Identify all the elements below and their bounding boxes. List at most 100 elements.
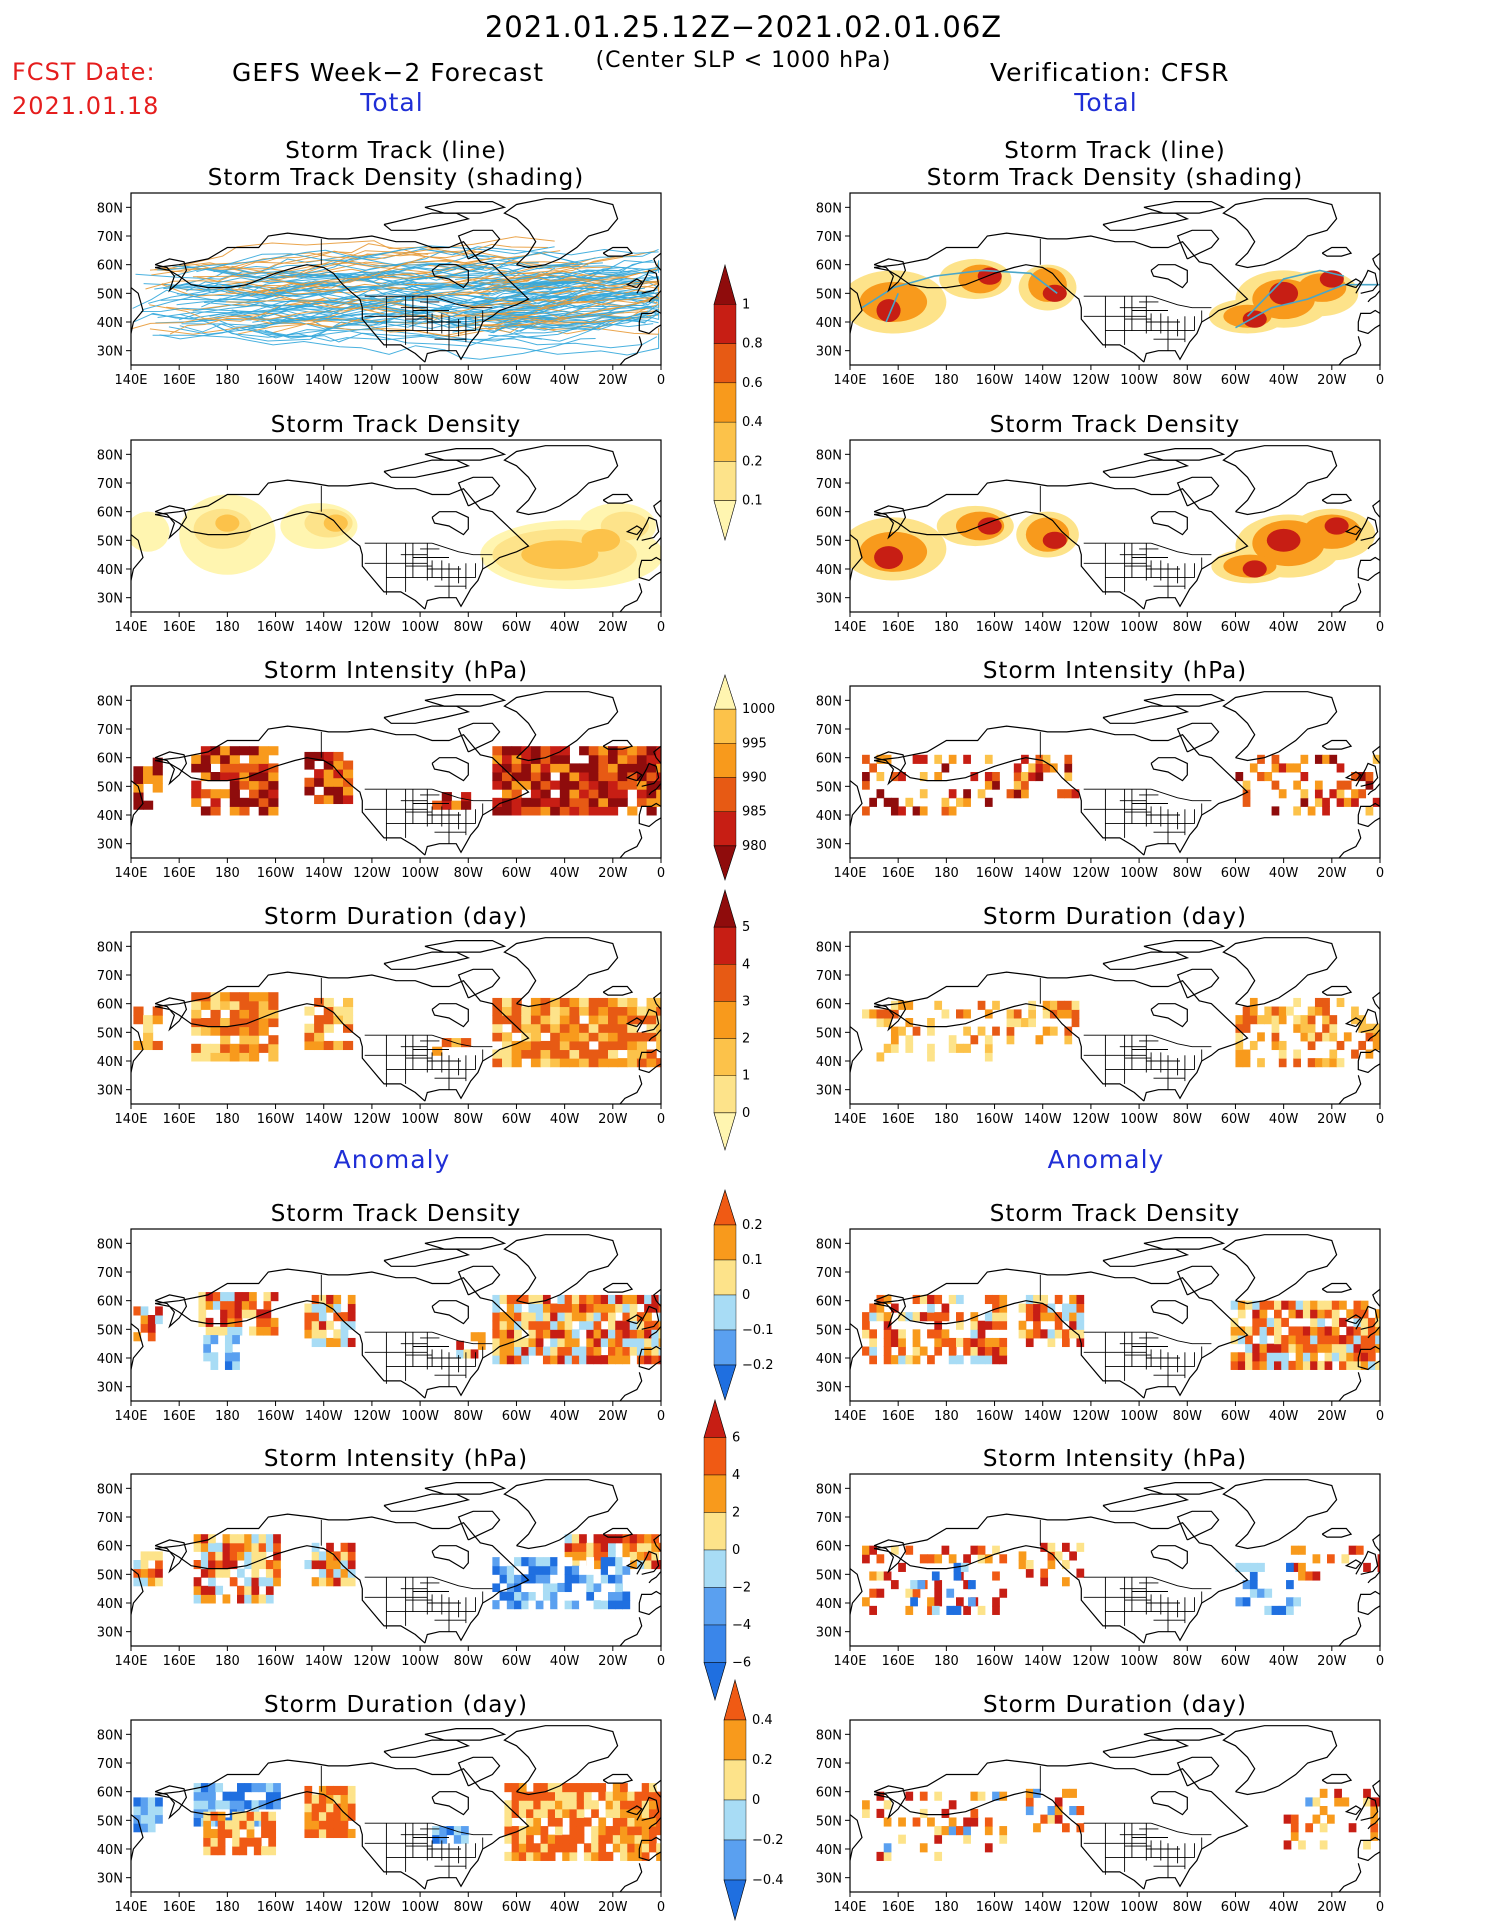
lon-tick-label: 160E xyxy=(882,1654,915,1669)
panel-title: Storm Track Density xyxy=(271,1201,521,1227)
lat-tick-label: 80N xyxy=(816,694,842,709)
anomaly-cell xyxy=(970,1355,979,1365)
anomaly-cell xyxy=(1295,1309,1304,1319)
intensity-cell xyxy=(1307,806,1316,816)
duration-cell xyxy=(540,1058,551,1068)
intensity-cell xyxy=(598,754,609,764)
anomaly-cell xyxy=(612,1834,621,1844)
anomaly-cell xyxy=(1363,1840,1371,1850)
anomaly-cell xyxy=(1047,1806,1056,1816)
intensity-cell xyxy=(588,780,599,790)
anomaly-cell xyxy=(550,1355,558,1365)
anomaly-cell xyxy=(265,1594,274,1604)
anomaly-cell xyxy=(200,1560,209,1570)
anomaly-cell xyxy=(569,1843,578,1853)
anomaly-cell xyxy=(535,1346,544,1356)
colorbar-segment xyxy=(713,743,737,778)
lon-tick-label: 140E xyxy=(114,1654,147,1669)
coastline xyxy=(653,991,661,1010)
anomaly-cell xyxy=(333,1294,342,1305)
anomaly-cell xyxy=(232,1352,240,1362)
lat-tick-label: 70N xyxy=(97,723,123,738)
duration-cell xyxy=(598,1049,609,1059)
lon-tick-label: 160E xyxy=(882,1900,915,1915)
anomaly-cell xyxy=(535,1591,544,1601)
lon-tick-label: 120W xyxy=(1072,1900,1110,1915)
intensity-cell xyxy=(1057,789,1065,799)
anomaly-cell xyxy=(1033,1823,1041,1833)
coastline xyxy=(155,1759,530,1890)
anomaly-cell xyxy=(1348,1545,1357,1555)
anomaly-cell xyxy=(535,1320,544,1330)
anomaly-cell xyxy=(304,1811,313,1821)
lon-tick-label: 0 xyxy=(657,1900,665,1915)
duration-cell xyxy=(521,1006,532,1016)
duration-cell xyxy=(191,1009,202,1019)
duration-cell xyxy=(1300,1015,1309,1025)
anomaly-cell xyxy=(586,1355,595,1365)
anomaly-cell xyxy=(1360,1317,1369,1327)
intensity-cell xyxy=(617,772,628,782)
lon-tick-label: 80W xyxy=(1173,1654,1203,1669)
anomaly-cell xyxy=(246,1811,255,1821)
anomaly-cell xyxy=(193,1534,202,1544)
intensity-cell xyxy=(229,746,240,756)
density-blob xyxy=(1324,517,1349,535)
intensity-cell xyxy=(569,789,580,799)
intensity-cell xyxy=(492,780,503,790)
anomaly-cell xyxy=(333,1303,342,1313)
anomaly-cell xyxy=(644,1294,652,1305)
anomaly-cell xyxy=(528,1346,537,1356)
lon-tick-label: 180 xyxy=(215,620,240,635)
anomaly-cell xyxy=(583,1791,592,1801)
lon-tick-label: 160E xyxy=(163,1900,196,1915)
duration-cell xyxy=(521,1040,532,1051)
duration-cell xyxy=(1336,1040,1345,1051)
anomaly-cell xyxy=(1288,1309,1297,1319)
coastline xyxy=(1372,252,1380,271)
lon-tick-label: 100W xyxy=(401,1409,439,1424)
anomaly-cell xyxy=(200,1800,209,1810)
anomaly-cell xyxy=(1295,1352,1304,1362)
colorbar-arrow xyxy=(703,1398,727,1438)
duration-cell xyxy=(530,1058,542,1068)
anomaly-cell xyxy=(948,1817,957,1827)
anomaly-cell xyxy=(1360,1326,1369,1336)
anomaly-cell xyxy=(648,1826,657,1836)
anomaly-cell xyxy=(579,1551,587,1561)
anomaly-cell xyxy=(456,1340,464,1350)
anomaly-cell xyxy=(600,1303,609,1313)
anomaly-cell xyxy=(237,1783,245,1793)
duration-cell xyxy=(200,1043,211,1053)
lat-tick-label: 40N xyxy=(816,1352,842,1367)
duration-cell xyxy=(1351,1049,1359,1059)
duration-cell xyxy=(191,1052,202,1062)
duration-cell xyxy=(579,997,590,1008)
anomaly-cell xyxy=(1302,1335,1311,1345)
anomaly-cell xyxy=(977,1605,986,1615)
anomaly-cell xyxy=(304,1828,313,1839)
duration-cell xyxy=(1278,1058,1287,1068)
lon-tick-label: 140W xyxy=(305,1409,343,1424)
intensity-cell xyxy=(588,754,599,764)
duration-cell xyxy=(984,1043,993,1053)
anomaly-cell xyxy=(446,1826,455,1836)
anomaly-cell xyxy=(1025,1560,1034,1570)
intensity-cell xyxy=(268,789,279,799)
duration-cell xyxy=(890,1009,899,1019)
duration-cell xyxy=(502,1049,513,1059)
lat-tick-label: 40N xyxy=(816,316,842,331)
lat-tick-label: 70N xyxy=(816,230,842,245)
panel-title: Storm Duration (day) xyxy=(983,904,1247,930)
anomaly-cell xyxy=(600,1542,609,1552)
duration-cell xyxy=(1013,1018,1022,1028)
anomaly-cell xyxy=(318,1794,327,1804)
duration-cell xyxy=(1322,1032,1330,1042)
anomaly-cell xyxy=(564,1582,573,1593)
coastline xyxy=(625,771,643,782)
colorbar-segment xyxy=(713,708,737,744)
anomaly-cell xyxy=(224,1820,233,1830)
anomaly-cell xyxy=(1370,1831,1379,1841)
anomaly-cell xyxy=(533,1826,542,1836)
coastline xyxy=(154,264,426,363)
